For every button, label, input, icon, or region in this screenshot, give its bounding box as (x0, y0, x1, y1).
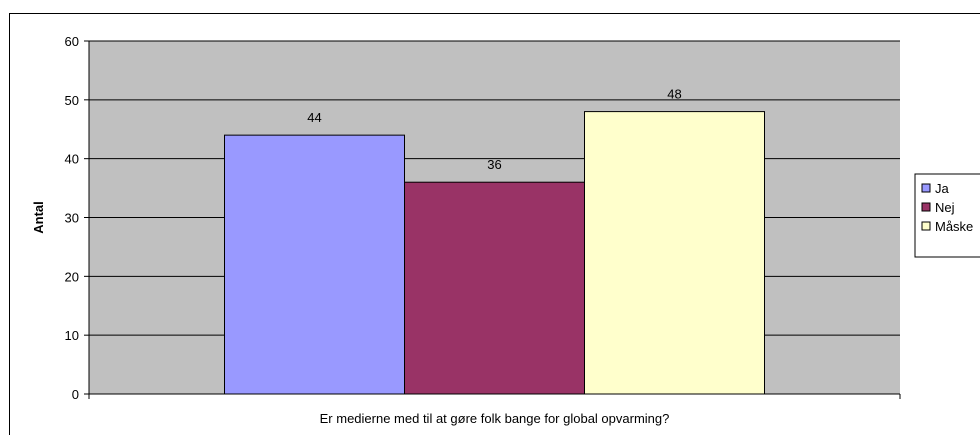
y-tick-label: 60 (65, 34, 79, 49)
bar-nej (404, 181, 585, 395)
y-tick-label: 20 (65, 269, 79, 284)
data-label: 36 (487, 157, 501, 172)
bar-ja (224, 134, 405, 395)
data-label: 48 (667, 87, 681, 102)
y-tick-label: 10 (65, 328, 79, 343)
legend-swatch (921, 221, 931, 231)
y-axis-title: Antal (31, 201, 46, 234)
x-axis-title: Er medierne med til at gøre folk bange f… (320, 411, 670, 426)
axes (84, 40, 901, 399)
chart-container: 0 10 20 30 40 50 60 44 36 48 Er medierne med til… (9, 13, 980, 435)
legend: Ja Nej Måske (914, 173, 980, 258)
data-label: 44 (307, 110, 321, 125)
bar-m-ske (584, 111, 765, 395)
legend-label: Måske (935, 219, 973, 234)
legend-swatch (921, 202, 931, 212)
y-tick-label: 50 (65, 93, 79, 108)
y-tick-label: 0 (72, 387, 79, 402)
legend-label: Ja (935, 181, 950, 196)
y-tick-labels: 0 10 20 30 40 50 60 (65, 34, 79, 402)
legend-swatch (921, 183, 931, 193)
y-tick-label: 30 (65, 211, 79, 226)
y-tick-label: 40 (65, 152, 79, 167)
legend-label: Nej (935, 200, 955, 215)
bar-chart: 0 10 20 30 40 50 60 44 36 48 Er medierne med til… (31, 34, 980, 426)
data-labels: 44 36 48 (307, 87, 681, 173)
